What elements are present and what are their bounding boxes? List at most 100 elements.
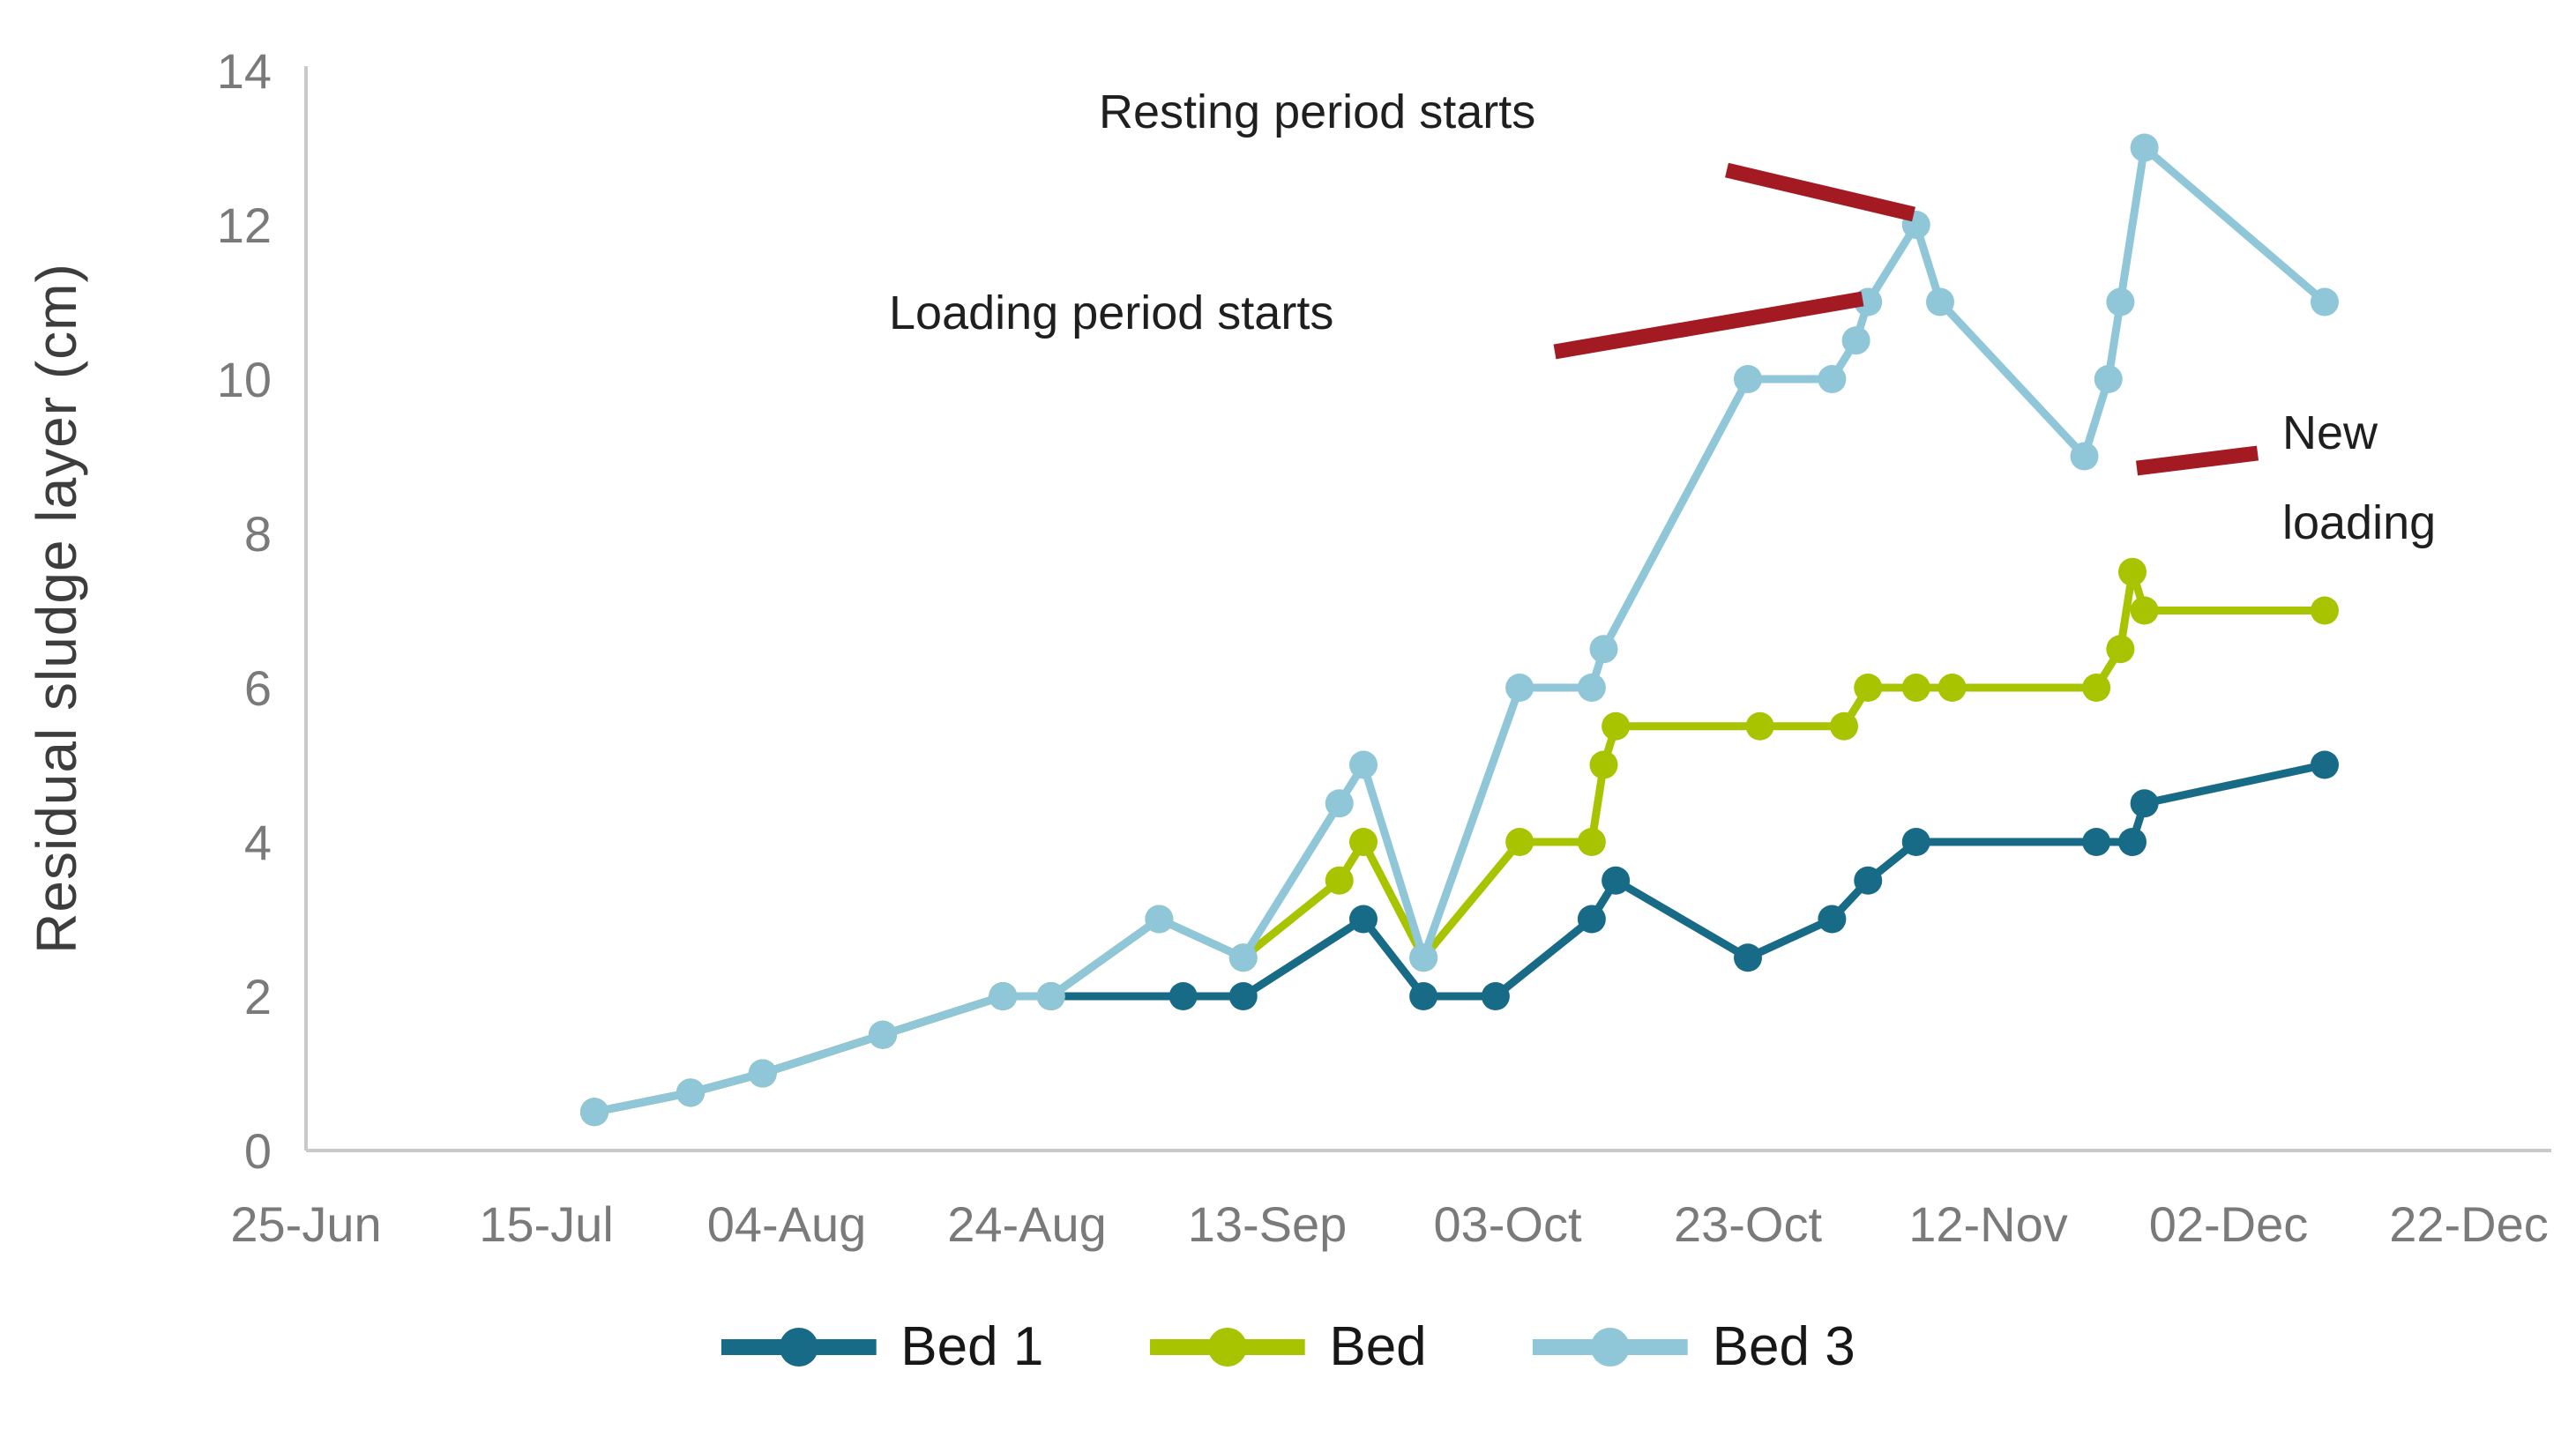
data-point-bed [2118,557,2147,586]
legend: Bed 1 Bed Bed 3 [721,1315,1855,1378]
legend-marker-dot [1207,1327,1247,1367]
data-point-bed-1 [1901,828,1930,856]
annotation-pointer-3 [2135,445,2259,476]
x-tick-label: 04-Aug [707,1196,867,1252]
data-point-bed-1 [1818,905,1847,934]
legend-marker-bed-1 [721,1327,877,1367]
data-point-bed-3 [1577,674,1606,702]
y-tick-label: 0 [244,1123,272,1179]
x-tick-label: 15-Jul [479,1196,614,1252]
annotation-resting-period: Resting period starts [1099,86,1536,138]
legend-marker-dot [779,1327,818,1367]
data-point-bed-1 [1349,905,1378,934]
legend-item-bed: Bed [1149,1315,1427,1378]
data-point-bed-3 [2070,442,2099,471]
data-point-bed-3 [1734,365,1762,393]
data-point-bed [1745,711,1774,741]
y-tick-label: 4 [244,815,272,870]
legend-marker-bed [1149,1327,1305,1367]
data-point-bed-1 [2130,789,2159,818]
y-tick-label: 12 [217,197,272,253]
data-point-bed-3 [2130,133,2159,162]
data-point-bed [2106,635,2135,664]
data-point-bed-3 [2094,365,2123,393]
legend-label-bed: Bed [1329,1316,1427,1377]
x-tick-label: 12-Nov [1908,1196,2068,1252]
data-point-bed [2311,596,2339,625]
y-tick-label: 10 [217,352,272,407]
y-tick-label: 2 [244,969,272,1024]
annotation-loading-period: Loading period starts [889,287,1334,339]
legend-item-bed-3: Bed 3 [1532,1315,1855,1378]
annotation-new-loading-line2: loading [2282,496,2437,549]
data-point-bed [1577,828,1606,856]
data-point-bed [2082,674,2111,702]
legend-marker-bed-3 [1532,1327,1688,1367]
data-point-bed-1 [2311,750,2339,779]
x-tick-label: 23-Oct [1674,1196,1822,1252]
data-point-bed-1 [1169,982,1198,1010]
x-tick-label: 13-Sep [1188,1196,1348,1252]
series-line-bed-1 [590,761,2329,1116]
data-point-bed-3 [1589,635,1618,664]
annotation-pointer-1 [1725,162,1915,222]
data-point-bed [1589,750,1618,779]
data-point-bed-1 [1577,905,1606,934]
data-point-bed-3 [580,1098,609,1127]
data-point-bed-3 [676,1078,705,1107]
data-point-bed-3 [869,1020,897,1049]
y-tick-label: 14 [217,43,272,99]
data-point-bed-3 [1841,326,1870,355]
legend-label-bed-1: Bed 1 [900,1316,1044,1377]
data-point-bed [1505,828,1534,856]
y-tick-label: 8 [244,506,272,562]
data-point-bed-3 [1409,943,1438,972]
data-point-bed-1 [1854,866,1883,895]
data-point-bed-3 [989,982,1018,1010]
annotation-new-loading: New loading [2282,388,2436,568]
data-point-bed [1830,711,1858,741]
data-point-bed [1854,674,1883,702]
data-point-bed-3 [1325,789,1354,818]
data-point-bed-3 [1505,674,1534,702]
series-bed-3 [580,133,2339,1127]
data-point-bed-1 [1409,982,1438,1010]
data-point-bed-3 [2311,287,2339,317]
x-tick-label: 03-Oct [1433,1196,1581,1252]
legend-label-bed-3: Bed 3 [1712,1316,1855,1377]
annotation-pointer-2 [1553,291,1864,360]
annotation-new-loading-line1: New [2282,406,2378,459]
data-point-bed-1 [2118,828,2147,856]
data-point-bed [2130,596,2159,625]
data-point-bed-1 [1602,866,1631,895]
data-point-bed-1 [2082,828,2111,856]
data-point-bed [1349,828,1378,856]
y-axis-title: Residual sludge layer (cm) [25,263,88,954]
data-point-bed [1901,674,1930,702]
data-point-bed-3 [1818,365,1847,393]
x-tick-label: 22-Dec [2389,1196,2549,1252]
legend-item-bed-1: Bed 1 [721,1315,1043,1378]
x-tick-label: 02-Dec [2149,1196,2309,1252]
data-point-bed-3 [748,1059,777,1088]
data-point-bed-3 [1349,750,1378,779]
data-point-bed-1 [1228,982,1258,1010]
legend-marker-dot [1590,1327,1630,1367]
data-point-bed-3 [1926,287,1954,317]
data-point-bed-3 [1145,905,1174,934]
data-point-bed [1938,674,1967,702]
data-point-bed-3 [2106,287,2135,317]
data-point-bed-1 [1481,982,1510,1010]
series-line-bed-3 [590,144,2329,1116]
data-point-bed-3 [1228,943,1258,972]
data-point-bed-3 [1036,982,1065,1010]
x-tick-label: 25-Jun [230,1196,381,1252]
data-point-bed-1 [1734,943,1762,972]
x-tick-label: 24-Aug [947,1196,1107,1252]
data-point-bed [1325,866,1354,895]
y-tick-label: 6 [244,660,272,716]
data-point-bed [1602,711,1631,741]
series-bed-1 [580,750,2339,1127]
